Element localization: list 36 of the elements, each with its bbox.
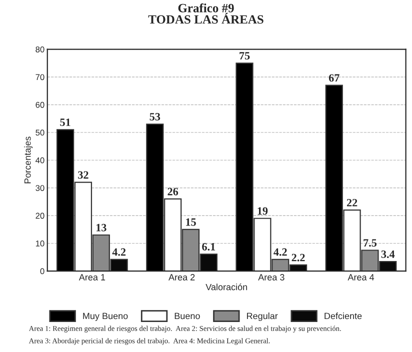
x-tick-label: Area 1 <box>78 274 106 280</box>
x-tick-label: Area 2 <box>168 274 195 280</box>
y-tick-label: 60 <box>36 102 44 108</box>
data-label: 15 <box>186 218 196 226</box>
data-label: 7.5 <box>364 239 377 247</box>
y-tick-label: 30 <box>36 185 44 191</box>
y-tick-label: 50 <box>36 130 44 136</box>
data-label: 53 <box>150 113 160 120</box>
data-label: 22 <box>346 198 358 206</box>
data-label: 2.2 <box>292 254 305 262</box>
legend-label: Regular <box>247 312 278 321</box>
data-label: 32 <box>78 171 88 179</box>
chart-title: Grafico #9 TODAS LAS ÁREAS <box>148 3 264 24</box>
y-axis-title: Porcentajes <box>24 136 33 184</box>
data-label: 6.1 <box>202 243 216 251</box>
x-tick-label: Area 4 <box>348 274 374 280</box>
data-label: 67 <box>328 74 340 82</box>
y-tick-label: 70 <box>36 74 44 80</box>
y-tick-label: 10 <box>36 240 44 246</box>
legend-label: Bueno <box>174 312 200 320</box>
data-label: 26 <box>168 188 178 196</box>
x-axis-title: Valoración <box>206 284 248 290</box>
y-tick-label: 40 <box>36 157 44 164</box>
data-label: 4.2 <box>112 248 126 256</box>
data-label: 19 <box>258 207 268 215</box>
data-label: 4.2 <box>274 248 287 256</box>
data-label: 13 <box>96 224 106 232</box>
legend-label: Defciente <box>324 312 362 320</box>
data-label: 51 <box>60 118 70 126</box>
data-label: 75 <box>240 52 250 60</box>
y-tick-label: 0 <box>40 268 44 274</box>
data-label: 3.4 <box>381 250 395 258</box>
y-tick-label: 80 <box>36 46 44 52</box>
y-tick-label: 20 <box>36 212 44 219</box>
legend-label: Muy Bueno <box>83 312 128 321</box>
x-tick-label: Area 3 <box>258 274 284 280</box>
